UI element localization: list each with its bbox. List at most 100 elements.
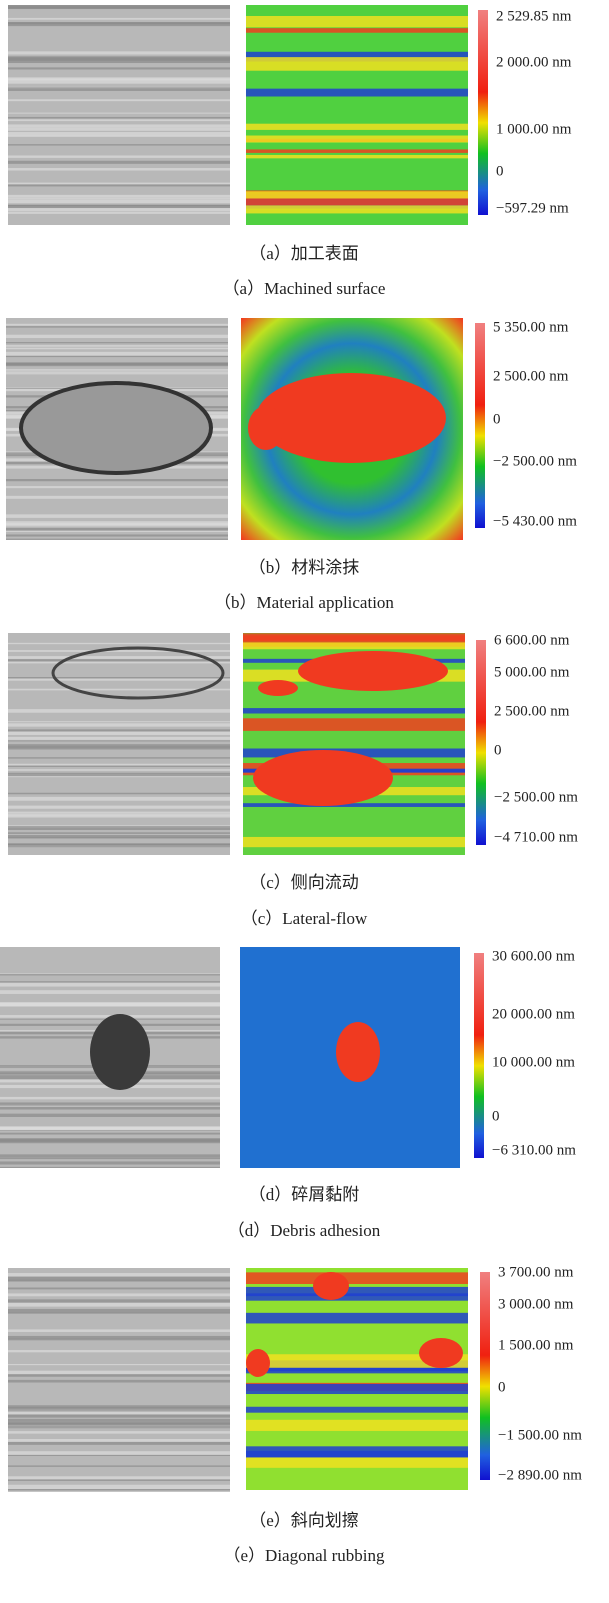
height-band (243, 635, 465, 640)
colorbar-label: 2 000.00 nm (496, 54, 572, 70)
surface-streak (0, 1139, 220, 1142)
colorbar (475, 323, 485, 528)
surface-streak (8, 185, 230, 187)
surface-streak (6, 324, 228, 326)
surface-streak (0, 1003, 220, 1006)
surface-streak (0, 1102, 220, 1105)
surface-streak (8, 729, 230, 731)
colorbar-label: 0 (498, 1379, 506, 1395)
surface-streak (8, 1419, 230, 1422)
colorbar (476, 640, 486, 845)
caption-en: （e）Diagonal rubbing (224, 1546, 385, 1565)
surface-streak (0, 1114, 220, 1117)
surface-streak (6, 531, 228, 532)
surface-streak (0, 981, 220, 982)
surface-streak (8, 731, 230, 735)
high-region (253, 750, 393, 806)
height-band (246, 28, 468, 33)
height-band (246, 1272, 468, 1284)
surface-streak (8, 205, 230, 208)
surface-streak (8, 1338, 230, 1340)
surface-streak (8, 155, 230, 157)
surface-streak (8, 721, 230, 722)
height-band (246, 89, 468, 97)
colorbar-label: 0 (494, 742, 502, 758)
surface-streak (8, 1439, 230, 1442)
surface-streak (6, 363, 228, 366)
caption-zh: （c）侧向流动 (249, 873, 359, 892)
surface-streak (0, 991, 220, 994)
surface-streak (8, 650, 230, 652)
surface-streak (6, 528, 228, 530)
high-region (246, 1349, 270, 1377)
surface-streak (8, 119, 230, 122)
surface-streak (0, 1157, 220, 1159)
height-band (246, 1407, 468, 1413)
height-band (246, 136, 468, 143)
surface-streak (6, 496, 228, 499)
surface-streak (8, 769, 230, 771)
debris (90, 1014, 150, 1090)
surface-streak (8, 1415, 230, 1416)
surface-streak (6, 523, 228, 526)
surface-streak (8, 81, 230, 84)
caption-zh: （b）材料涂抹 (249, 558, 360, 577)
surface-streak (6, 342, 228, 343)
surface-streak (8, 1380, 230, 1383)
height-band (246, 57, 468, 71)
surface-streak (0, 974, 220, 976)
surface-streak (8, 67, 230, 69)
surface-streak (8, 128, 230, 131)
high-region (336, 1022, 380, 1082)
surface-streak (0, 990, 220, 991)
caption-en: （a）Machined surface (223, 279, 386, 298)
caption-en: （b）Material application (214, 593, 394, 612)
surface-streak (8, 1288, 230, 1290)
surface-streak (8, 844, 230, 848)
surface-streak (0, 1107, 220, 1110)
surface-streak (8, 1350, 230, 1352)
surface-streak (8, 87, 230, 91)
surface-streak (8, 124, 230, 127)
surface-streak (6, 345, 228, 347)
surface-streak (8, 1374, 230, 1377)
colorbar-label: −597.29 nm (496, 200, 569, 216)
surface-streak (8, 1465, 230, 1466)
height-band (246, 1313, 468, 1324)
surface-streak (8, 806, 230, 809)
surface-streak (8, 200, 230, 204)
surface-streak (8, 1412, 230, 1414)
caption-zh: （e）斜向划擦 (249, 1511, 359, 1530)
colorbar-label: −5 430.00 nm (493, 513, 577, 529)
surface-streak (8, 208, 230, 211)
surface-streak (6, 335, 228, 338)
surface-streak (8, 113, 230, 114)
surface-streak (8, 1299, 230, 1302)
surface-streak (8, 709, 230, 713)
high-region (248, 406, 284, 450)
surface-streak (8, 661, 230, 663)
colorbar-label: 2 500.00 nm (493, 368, 569, 384)
surface-streak (8, 793, 230, 794)
surface-streak (8, 835, 230, 839)
surface-streak (8, 1273, 230, 1277)
colorbar-label: −6 310.00 nm (492, 1142, 576, 1158)
surface-streak (8, 659, 230, 662)
colorbar-label: 5 350.00 nm (493, 319, 569, 335)
surface-streak (0, 1097, 220, 1099)
surface-streak (8, 1371, 230, 1374)
colorbar-label: 1 500.00 nm (498, 1337, 574, 1353)
height-band (246, 155, 468, 158)
height-band (246, 1293, 468, 1300)
surface-streak (8, 5, 230, 8)
surface-streak (6, 352, 228, 356)
colorbar-label: 0 (496, 163, 504, 179)
colorbar-label: 3 700.00 nm (498, 1264, 574, 1280)
colorbar-label: −2 500.00 nm (494, 789, 578, 805)
surface-streak (8, 78, 230, 80)
surface-streak (8, 135, 230, 136)
surface-streak (8, 1423, 230, 1425)
colorbar-label: 6 600.00 nm (494, 632, 570, 648)
colorbar-label: 2 500.00 nm (494, 703, 570, 719)
surface-streak (8, 132, 230, 136)
